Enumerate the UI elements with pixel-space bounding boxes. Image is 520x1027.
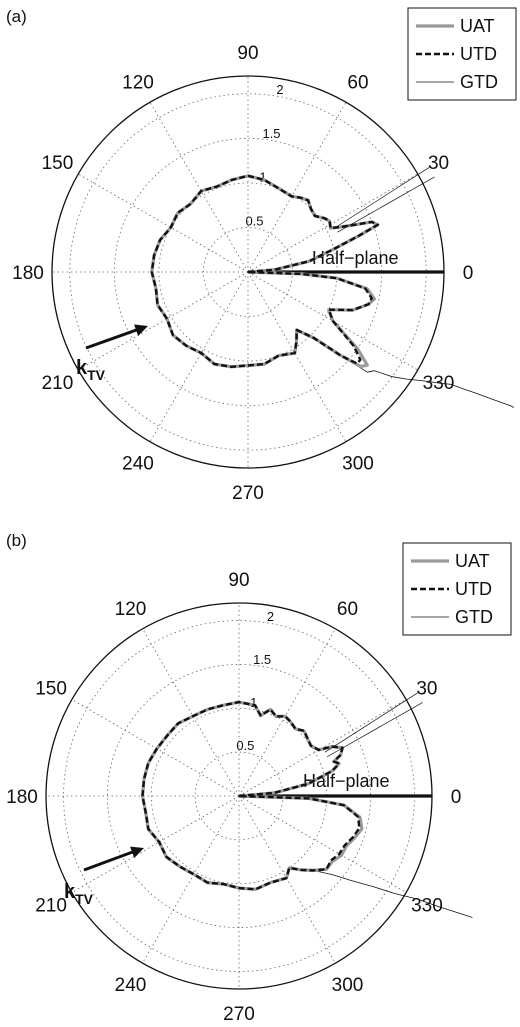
gtd-beam-line xyxy=(326,702,423,758)
grid-spoke xyxy=(71,699,240,797)
angle-tick-label: 210 xyxy=(35,896,67,917)
angle-tick-label: 150 xyxy=(42,153,74,174)
angle-tick-label: 0 xyxy=(463,263,474,284)
angle-tick-label: 240 xyxy=(122,454,154,475)
grid-spoke xyxy=(238,795,407,893)
k-tv-label: kTV xyxy=(64,881,94,907)
angle-tick-label: 270 xyxy=(232,483,264,504)
grid-spoke xyxy=(78,271,249,371)
series-gtd-line xyxy=(142,701,473,918)
legend-label-utd: UTD xyxy=(455,579,492,599)
legend-label-uat: UAT xyxy=(455,551,490,571)
angle-tick-label: 300 xyxy=(342,454,374,475)
angle-tick-label: 120 xyxy=(122,72,154,93)
angle-tick-label: 90 xyxy=(228,570,249,591)
grid-spoke xyxy=(247,271,418,371)
legend-label-utd: UTD xyxy=(460,44,497,64)
angle-tick-label: 240 xyxy=(115,975,147,996)
grid-spoke xyxy=(142,628,240,797)
panel-label: (b) xyxy=(6,531,27,550)
radial-tick-label: 0.5 xyxy=(236,738,254,753)
k-tv-arrow-shaft xyxy=(85,326,143,350)
k-tv-arrow-head xyxy=(134,324,148,336)
angle-tick-label: 0 xyxy=(451,787,462,808)
half-plane-label: Half−plane xyxy=(312,248,399,268)
polar-panel-0: (a) 0 30 60 90 120 150 180 210 240 270 300 330 0.5 1 1.… xyxy=(6,7,517,504)
radial-tick-label: 2 xyxy=(267,609,274,624)
angle-tick-label: 300 xyxy=(332,975,364,996)
k-tv-label: kTV xyxy=(76,357,106,383)
angle-tick-label: 270 xyxy=(223,1004,255,1025)
grid-spoke xyxy=(238,699,407,797)
angle-tick-label: 60 xyxy=(337,599,358,620)
series-gtd-line xyxy=(151,175,515,408)
k-tv-arrow-shaft xyxy=(83,848,139,872)
grid-spoke xyxy=(247,271,347,442)
angle-tick-label: 90 xyxy=(237,43,258,64)
legend-label-gtd: GTD xyxy=(460,72,498,92)
grid-spoke xyxy=(71,795,240,893)
legend-label-uat: UAT xyxy=(460,16,495,36)
angle-tick-label: 120 xyxy=(115,599,147,620)
legend: UAT UTD GTD xyxy=(402,542,512,636)
grid-spoke xyxy=(238,795,336,964)
radial-tick-label: 2 xyxy=(276,82,283,97)
legend: UAT UTD GTD xyxy=(407,7,517,101)
grid-spoke xyxy=(238,628,336,797)
grid-spoke xyxy=(247,173,418,273)
gtd-beam-line xyxy=(324,692,418,753)
angle-tick-label: 180 xyxy=(6,787,38,808)
radial-tick-label: 1 xyxy=(250,695,257,710)
angle-tick-label: 30 xyxy=(416,679,437,700)
grid-spoke xyxy=(247,102,347,273)
radial-tick-label: 0.5 xyxy=(245,213,263,228)
angle-tick-label: 330 xyxy=(423,373,455,394)
angle-tick-label: 30 xyxy=(428,153,449,174)
grid-spoke xyxy=(149,102,249,273)
grid-spoke xyxy=(78,173,249,273)
angle-tick-label: 210 xyxy=(42,373,74,394)
angle-tick-label: 330 xyxy=(411,896,443,917)
series-utd-line xyxy=(141,700,361,891)
angle-tick-label: 150 xyxy=(35,679,67,700)
polar-panel-1: (b) 0 30 60 90 120 150 180 210 240 270 300 330 0.5 1 1.… xyxy=(6,531,512,1025)
radial-tick-label: 1 xyxy=(259,170,266,185)
radial-tick-label: 1.5 xyxy=(262,126,280,141)
k-tv-arrow-head xyxy=(130,846,144,859)
series-utd-line xyxy=(150,174,379,368)
grid-spoke xyxy=(149,271,249,442)
angle-tick-label: 180 xyxy=(12,263,44,284)
gtd-beam-line xyxy=(337,176,435,233)
panel-label: (a) xyxy=(6,7,27,26)
angle-tick-label: 60 xyxy=(347,72,368,93)
legend-label-gtd: GTD xyxy=(455,607,493,627)
grid-spoke xyxy=(142,795,240,964)
radial-tick-label: 1.5 xyxy=(253,652,271,667)
gtd-beam-line xyxy=(335,167,430,228)
